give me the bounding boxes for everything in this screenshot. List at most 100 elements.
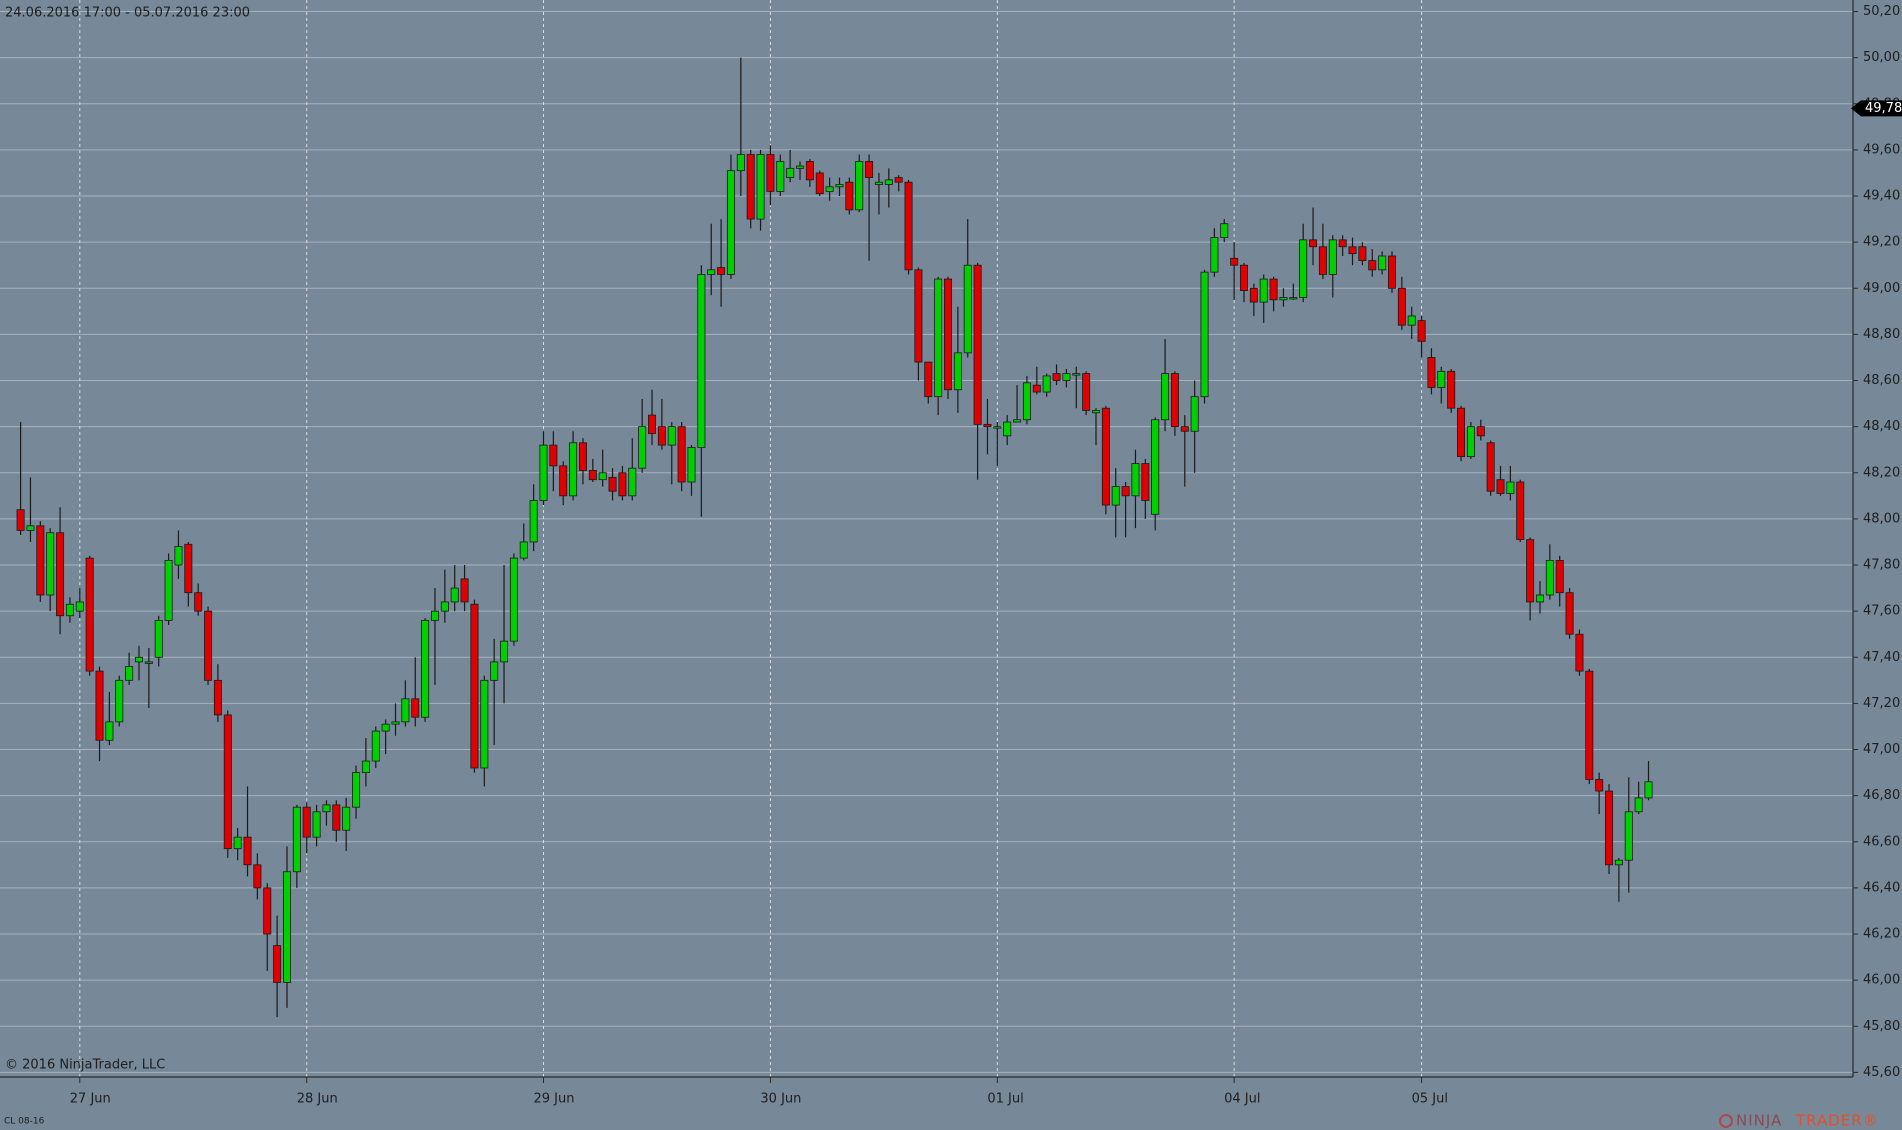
candle-body xyxy=(1516,481,1525,541)
candle-body xyxy=(1289,297,1298,300)
candle-body xyxy=(717,267,726,275)
x-tick-label: 29 Jun xyxy=(534,1092,575,1107)
candle-body xyxy=(1437,370,1446,388)
candle-body xyxy=(588,470,597,481)
candle-body xyxy=(233,836,242,850)
candle-body xyxy=(1506,481,1515,494)
candle-body xyxy=(174,546,183,566)
candle-body xyxy=(786,167,795,178)
candle-body xyxy=(332,804,341,831)
candle-body xyxy=(1466,426,1475,458)
candle-body xyxy=(1022,382,1031,421)
y-tick-label: 47,00 xyxy=(1863,742,1900,757)
candle-body xyxy=(1042,375,1051,393)
candle-body xyxy=(509,557,518,642)
candle-body xyxy=(1526,539,1535,603)
x-tick-label: 05 Jul xyxy=(1412,1092,1448,1107)
candle-body xyxy=(1180,426,1189,432)
candle-body xyxy=(1210,237,1219,273)
candle-body xyxy=(835,184,844,188)
candle-body xyxy=(1585,670,1594,780)
candle-body xyxy=(1111,486,1120,506)
candle-body xyxy=(1161,373,1170,421)
candle-body xyxy=(707,269,716,275)
logo: NINJA TRADER® xyxy=(1719,1112,1878,1130)
candle-body xyxy=(963,264,972,354)
grid xyxy=(0,0,1853,1077)
y-tick-label: 49,20 xyxy=(1863,235,1900,250)
candle-body xyxy=(381,723,390,732)
candle-body xyxy=(1269,278,1278,301)
instrument: CL 08-16 xyxy=(4,1117,45,1127)
candle-body xyxy=(1003,421,1012,437)
candle-body xyxy=(1230,257,1239,266)
candle-body xyxy=(973,264,982,425)
x-tick-label: 27 Jun xyxy=(70,1092,111,1107)
y-tick-label: 49,60 xyxy=(1863,142,1900,157)
candle-body xyxy=(1348,246,1357,255)
candle-body xyxy=(697,274,706,448)
candle-body xyxy=(401,698,410,723)
y-tick-label: 47,40 xyxy=(1863,650,1900,665)
candle-body xyxy=(1013,419,1022,423)
candle-body xyxy=(85,557,94,672)
candle-body xyxy=(154,619,163,658)
candle-body xyxy=(1239,264,1248,291)
candle-body xyxy=(1555,560,1564,594)
candle-body xyxy=(874,181,883,185)
candle-body xyxy=(865,161,874,178)
y-tick-label: 48,40 xyxy=(1863,419,1900,434)
candle-body xyxy=(569,442,578,497)
logo-icon xyxy=(1719,1114,1733,1128)
y-tick-label: 50,00 xyxy=(1863,50,1900,65)
candle-body xyxy=(1259,278,1268,303)
candle-body xyxy=(1447,370,1456,409)
copyright: © 2016 NinjaTrader, LLC xyxy=(5,1058,165,1073)
candle-body xyxy=(1496,479,1505,494)
logo-text: NINJA xyxy=(1736,1112,1782,1130)
candle-body xyxy=(1595,779,1604,792)
candle-body xyxy=(578,442,587,471)
candle-body xyxy=(914,269,923,363)
candle-body xyxy=(1644,781,1653,799)
candle-body xyxy=(559,465,568,497)
candle-body xyxy=(1318,246,1327,275)
candle-body xyxy=(726,170,735,275)
y-tick-label: 45,60 xyxy=(1863,1065,1900,1080)
candle-body xyxy=(95,670,104,741)
candle-body xyxy=(746,154,755,220)
candle-body xyxy=(361,760,370,773)
candle-body xyxy=(628,467,637,497)
candle-body xyxy=(204,610,213,681)
candle-body xyxy=(115,679,124,723)
candle-body xyxy=(213,679,222,716)
candle-body xyxy=(677,426,686,483)
candle-body xyxy=(1457,407,1466,458)
candle-body xyxy=(273,945,282,983)
candle-body xyxy=(539,444,548,501)
candle-body xyxy=(1624,811,1633,861)
chart-title: 24.06.2016 17:00 - 05.07.2016 23:00 xyxy=(5,6,250,21)
candle-body xyxy=(657,426,666,446)
candle-body xyxy=(1545,560,1554,596)
candle-body xyxy=(1299,239,1308,298)
candle-body xyxy=(924,361,933,398)
candle-body xyxy=(1476,426,1485,437)
y-tick-label: 50,20 xyxy=(1863,4,1900,19)
candle-body xyxy=(134,656,143,663)
y-tick-label: 48,00 xyxy=(1863,511,1900,526)
candle-body xyxy=(36,525,45,596)
y-tick-label: 46,40 xyxy=(1863,880,1900,895)
candle-body xyxy=(1309,239,1318,248)
candle-body xyxy=(500,640,509,663)
candle-body xyxy=(953,352,962,391)
candle-body xyxy=(342,806,351,831)
candle-body xyxy=(1407,315,1416,326)
candle-body xyxy=(1200,271,1209,398)
last-price-marker xyxy=(1851,100,1902,117)
y-tick-label: 46,20 xyxy=(1863,927,1900,942)
y-tick-label: 47,20 xyxy=(1863,696,1900,711)
candle-body xyxy=(549,444,558,467)
candle-body xyxy=(164,560,173,621)
